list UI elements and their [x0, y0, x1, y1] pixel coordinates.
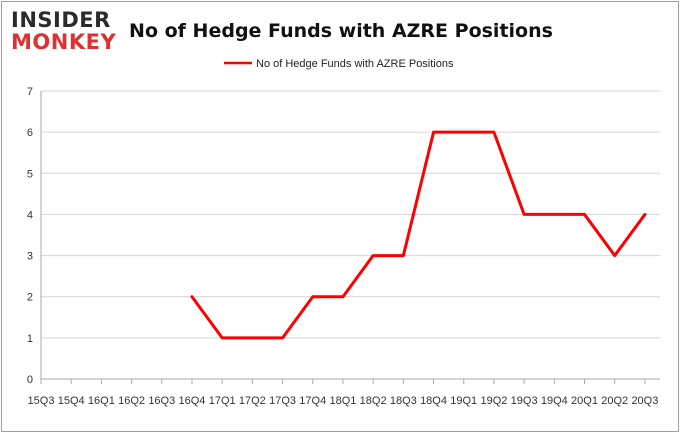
x-tick-label-17Q1: 17Q1 — [209, 395, 236, 407]
x-tick-label-16Q4: 16Q4 — [179, 395, 206, 407]
data-point-19Q4 — [553, 213, 556, 216]
y-tick-label-4: 4 — [27, 209, 33, 221]
x-tick-label-20Q3: 20Q3 — [631, 395, 658, 407]
data-point-19Q2 — [492, 130, 496, 134]
chart-title: No of Hedge Funds with AZRE Positions — [129, 20, 553, 42]
data-point-18Q2 — [371, 254, 375, 257]
x-tick-label-18Q1: 18Q1 — [329, 395, 356, 407]
data-point-20Q3 — [643, 213, 647, 216]
legend-label: No of Hedge Funds with AZRE Positions — [256, 58, 454, 70]
x-tick-label-18Q2: 18Q2 — [360, 395, 387, 407]
axes — [40, 91, 660, 384]
x-tick-label-19Q2: 19Q2 — [480, 395, 507, 407]
y-tick-label-0: 0 — [27, 374, 33, 386]
x-tick-label-17Q4: 17Q4 — [299, 395, 326, 407]
x-tick-label-19Q4: 19Q4 — [541, 395, 568, 407]
x-tick-label-20Q2: 20Q2 — [601, 395, 628, 407]
data-point-16Q4 — [190, 295, 194, 298]
series-line-0 — [190, 130, 647, 340]
data-point-17Q2 — [251, 336, 254, 340]
x-tick-label-15Q3: 15Q3 — [28, 395, 55, 407]
x-tick-label-16Q2: 16Q2 — [118, 395, 145, 407]
y-tick-label-6: 6 — [27, 127, 33, 139]
x-tick-label-18Q3: 18Q3 — [390, 395, 417, 407]
data-point-18Q1 — [341, 295, 345, 298]
data-point-19Q1 — [462, 130, 465, 134]
x-tick-labels: 15Q3 15Q4 16Q1 16Q2 16Q3 16Q4 17Q1 17Q2 17Q3 17Q4… — [28, 395, 659, 407]
y-tick-label-5: 5 — [27, 168, 33, 180]
data-point-17Q4 — [311, 295, 314, 298]
data-point-20Q2 — [613, 254, 616, 257]
data-point-18Q3 — [402, 254, 405, 257]
y-tick-label-2: 2 — [27, 292, 33, 304]
x-tick-label-16Q1: 16Q1 — [88, 395, 115, 407]
data-point-19Q3 — [522, 213, 526, 216]
x-tick-label-18Q4: 18Q4 — [420, 395, 447, 407]
logo-line-2: MONKEY — [11, 30, 116, 54]
logo-line-1: INSIDER — [11, 8, 111, 32]
data-point-17Q1 — [220, 336, 224, 340]
data-point-18Q4 — [432, 130, 435, 134]
x-tick-label-15Q4: 15Q4 — [58, 395, 85, 407]
x-tick-label-19Q3: 19Q3 — [511, 395, 538, 407]
x-tick-label-20Q1: 20Q1 — [571, 395, 598, 407]
x-tick-label-19Q1: 19Q1 — [450, 395, 477, 407]
x-tick-label-16Q3: 16Q3 — [148, 395, 175, 407]
gridlines — [41, 90, 660, 339]
x-tick-label-17Q2: 17Q2 — [239, 395, 266, 407]
x-tick-label-17Q3: 17Q3 — [269, 395, 296, 407]
y-tick-label-7: 7 — [27, 86, 33, 98]
y-tick-labels: 0 1 2 3 4 5 6 7 — [27, 86, 33, 386]
legend: No of Hedge Funds with AZRE Positions — [224, 58, 454, 70]
data-point-17Q3 — [281, 336, 284, 340]
data-point-20Q1 — [583, 213, 586, 216]
y-tick-label-3: 3 — [27, 251, 33, 263]
y-tick-label-1: 1 — [27, 333, 33, 345]
series-layer — [190, 130, 647, 340]
insider-monkey-logo: INSIDER MONKEY — [11, 8, 116, 54]
